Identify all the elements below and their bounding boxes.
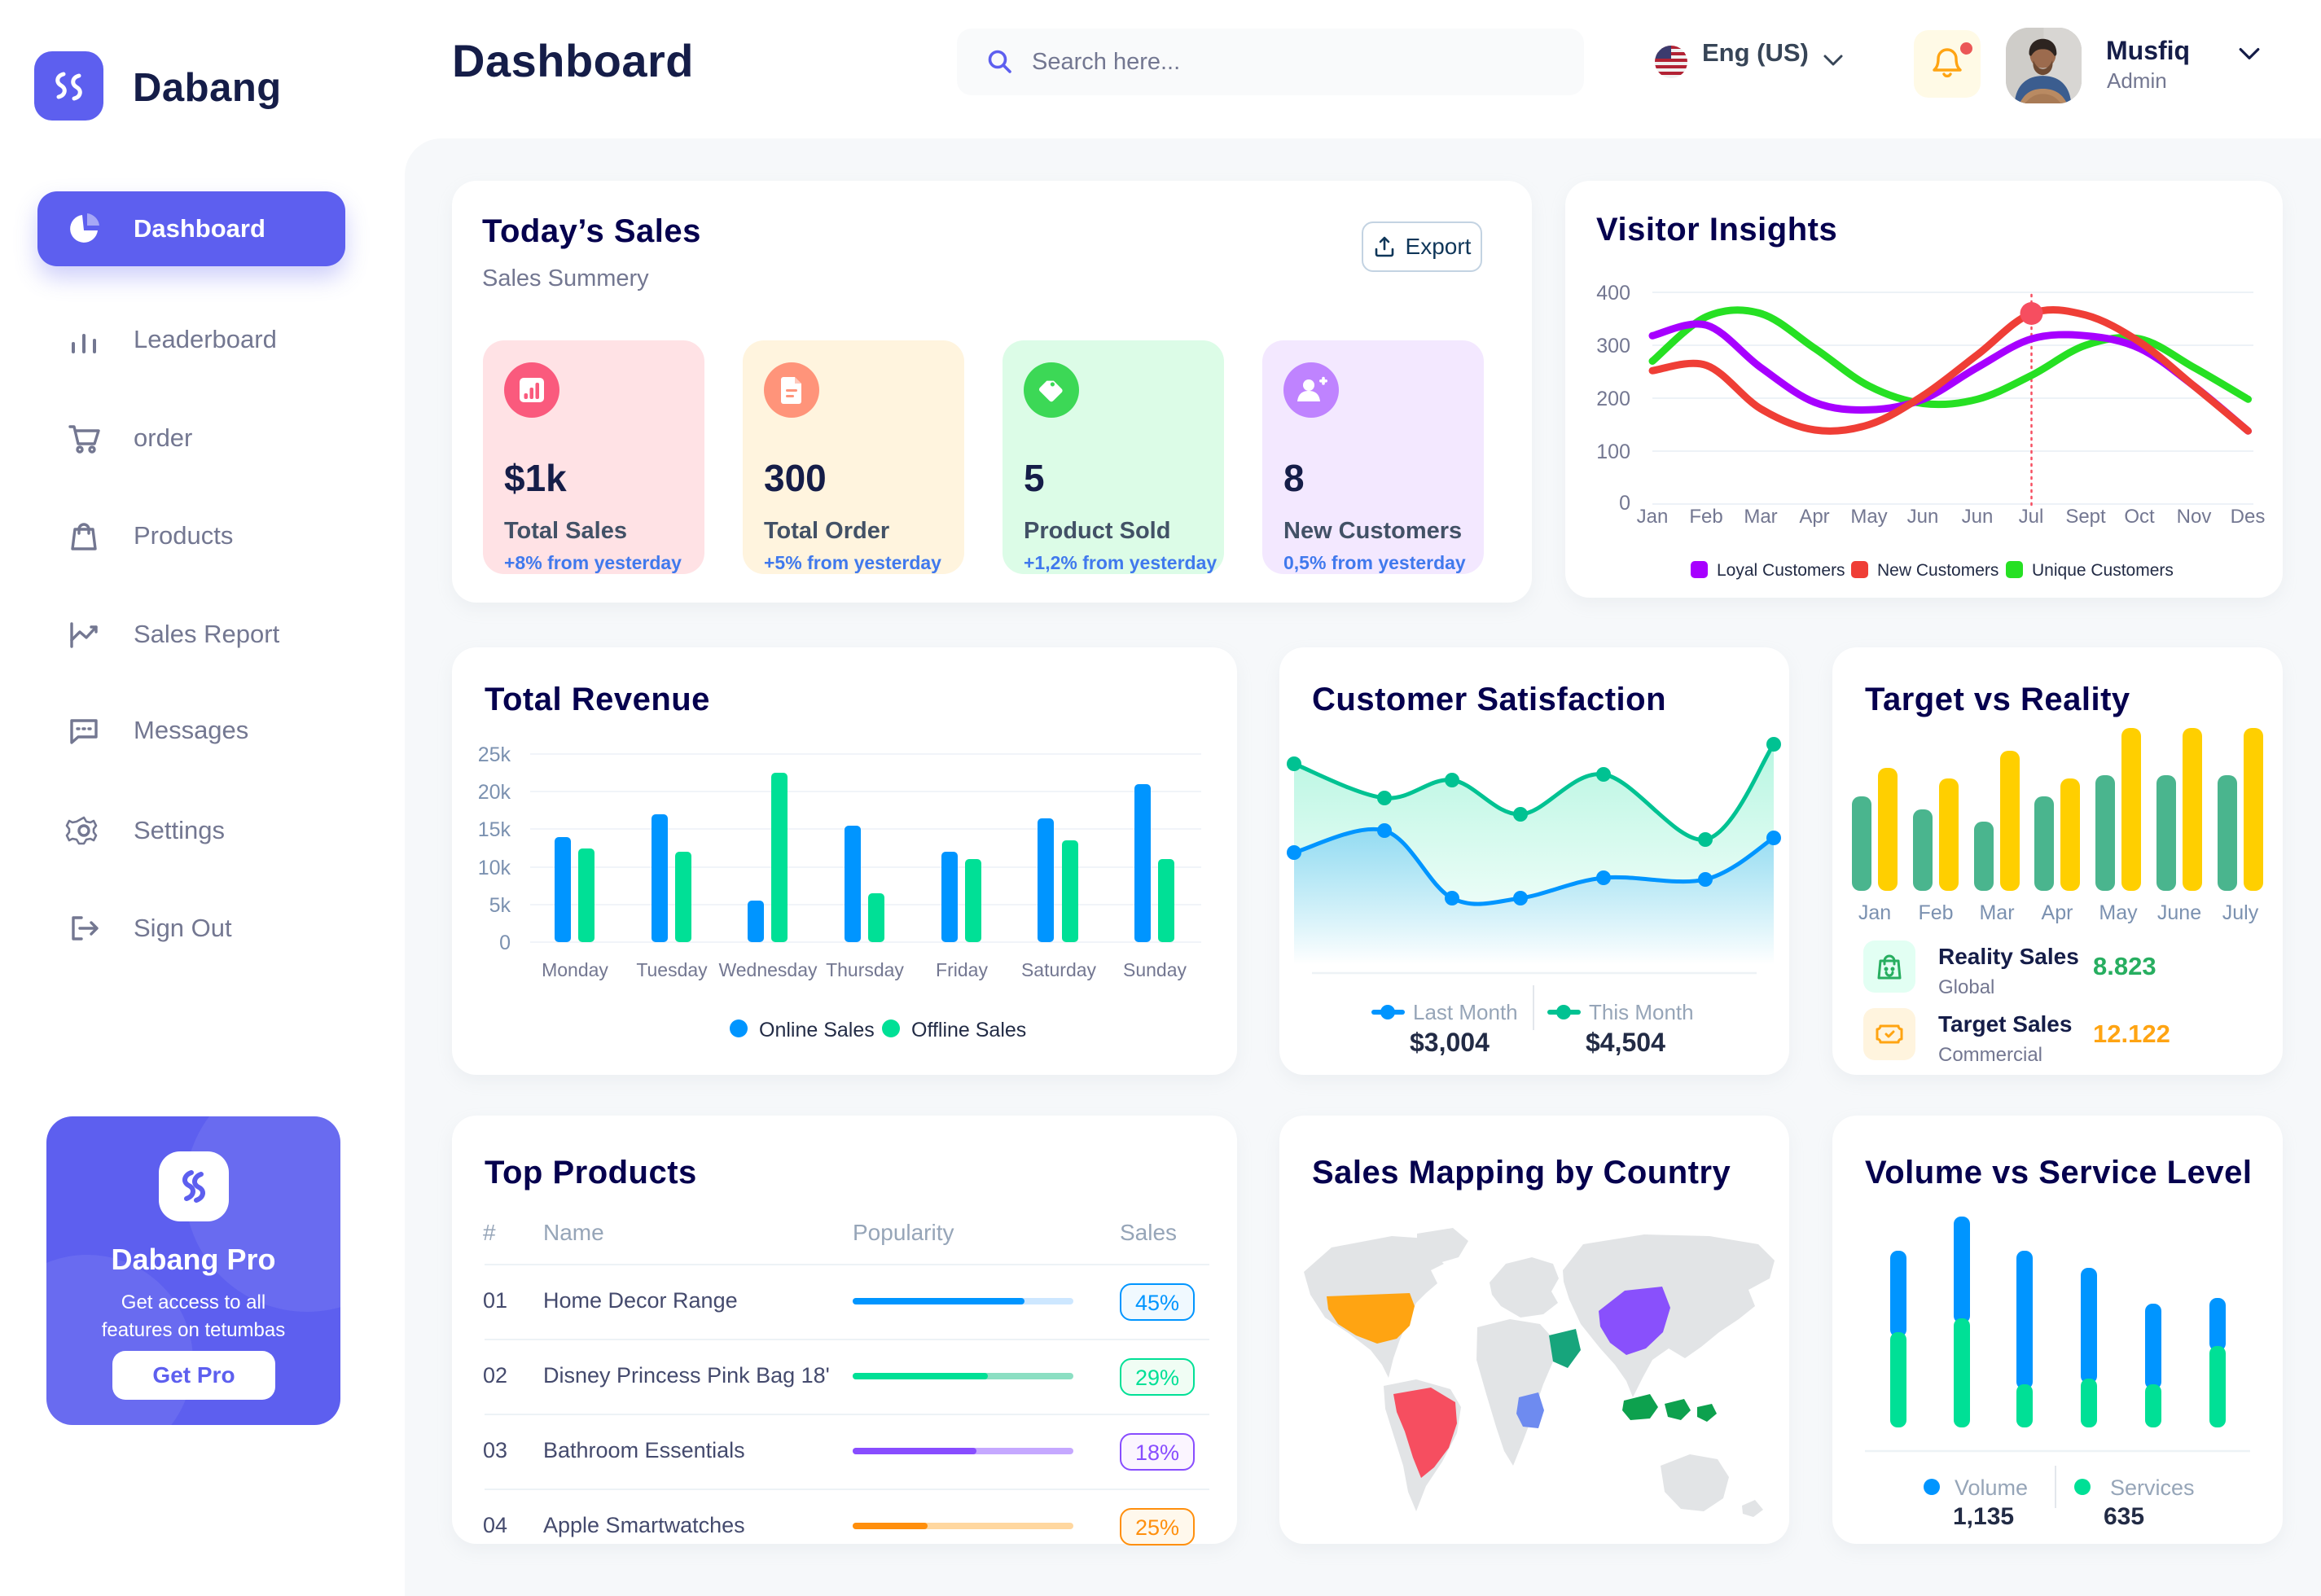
- svg-text:$4,504: $4,504: [1586, 1028, 1665, 1057]
- svg-text:$3,004: $3,004: [1410, 1028, 1490, 1057]
- svg-text:15k: 15k: [478, 818, 511, 841]
- svg-text:635: 635: [2104, 1503, 2144, 1530]
- svg-text:Mar: Mar: [1744, 506, 1777, 528]
- svg-text:Offline Sales: Offline Sales: [911, 1019, 1026, 1041]
- svg-text:Friday: Friday: [936, 959, 988, 980]
- svg-text:0: 0: [499, 932, 511, 954]
- svg-text:10k: 10k: [478, 857, 511, 879]
- svg-text:Jul: Jul: [2019, 506, 2044, 528]
- svg-text:Online Sales: Online Sales: [759, 1019, 875, 1041]
- svg-text:Thursday: Thursday: [826, 959, 904, 980]
- svg-text:Wednesday: Wednesday: [718, 959, 818, 980]
- svg-text:Saturday: Saturday: [1021, 959, 1097, 980]
- svg-text:Services: Services: [2110, 1475, 2195, 1500]
- svg-text:Jun: Jun: [1962, 506, 1994, 528]
- svg-text:Nov: Nov: [2177, 506, 2212, 528]
- svg-text:Sunday: Sunday: [1123, 959, 1187, 980]
- svg-text:Monday: Monday: [542, 959, 608, 980]
- svg-text:5k: 5k: [489, 894, 511, 917]
- svg-text:Jun: Jun: [1907, 506, 1939, 528]
- svg-text:Apr: Apr: [2042, 901, 2073, 924]
- svg-text:Mar: Mar: [1979, 901, 2014, 924]
- svg-text:July: July: [2222, 901, 2259, 924]
- svg-text:0: 0: [1619, 492, 1630, 515]
- svg-text:Unique Customers: Unique Customers: [2032, 561, 2174, 580]
- svg-text:300: 300: [1596, 335, 1630, 357]
- svg-text:Tuesday: Tuesday: [636, 959, 708, 980]
- svg-text:200: 200: [1596, 388, 1630, 410]
- svg-text:Feb: Feb: [1689, 506, 1722, 528]
- svg-text:Oct: Oct: [2124, 506, 2155, 528]
- svg-text:Volume: Volume: [1955, 1475, 2028, 1500]
- svg-text:May: May: [2099, 901, 2138, 924]
- svg-text:Sept: Sept: [2065, 506, 2106, 528]
- svg-text:Loyal Customers: Loyal Customers: [1717, 561, 1845, 580]
- svg-text:June: June: [2157, 901, 2201, 924]
- svg-text:Des: Des: [2231, 506, 2266, 528]
- svg-text:Feb: Feb: [1918, 901, 1953, 924]
- svg-text:New Customers: New Customers: [1877, 561, 1999, 580]
- svg-text:Apr: Apr: [1799, 506, 1829, 528]
- svg-text:Last Month: Last Month: [1413, 1000, 1518, 1024]
- svg-text:25k: 25k: [478, 743, 511, 766]
- svg-text:20k: 20k: [478, 781, 511, 804]
- svg-text:1,135: 1,135: [1953, 1503, 2014, 1530]
- svg-text:This Month: This Month: [1589, 1000, 1694, 1024]
- svg-text:Jan: Jan: [1637, 506, 1669, 528]
- svg-text:May: May: [1850, 506, 1887, 528]
- svg-text:100: 100: [1596, 441, 1630, 463]
- svg-text:Jan: Jan: [1858, 901, 1891, 924]
- svg-text:400: 400: [1596, 282, 1630, 305]
